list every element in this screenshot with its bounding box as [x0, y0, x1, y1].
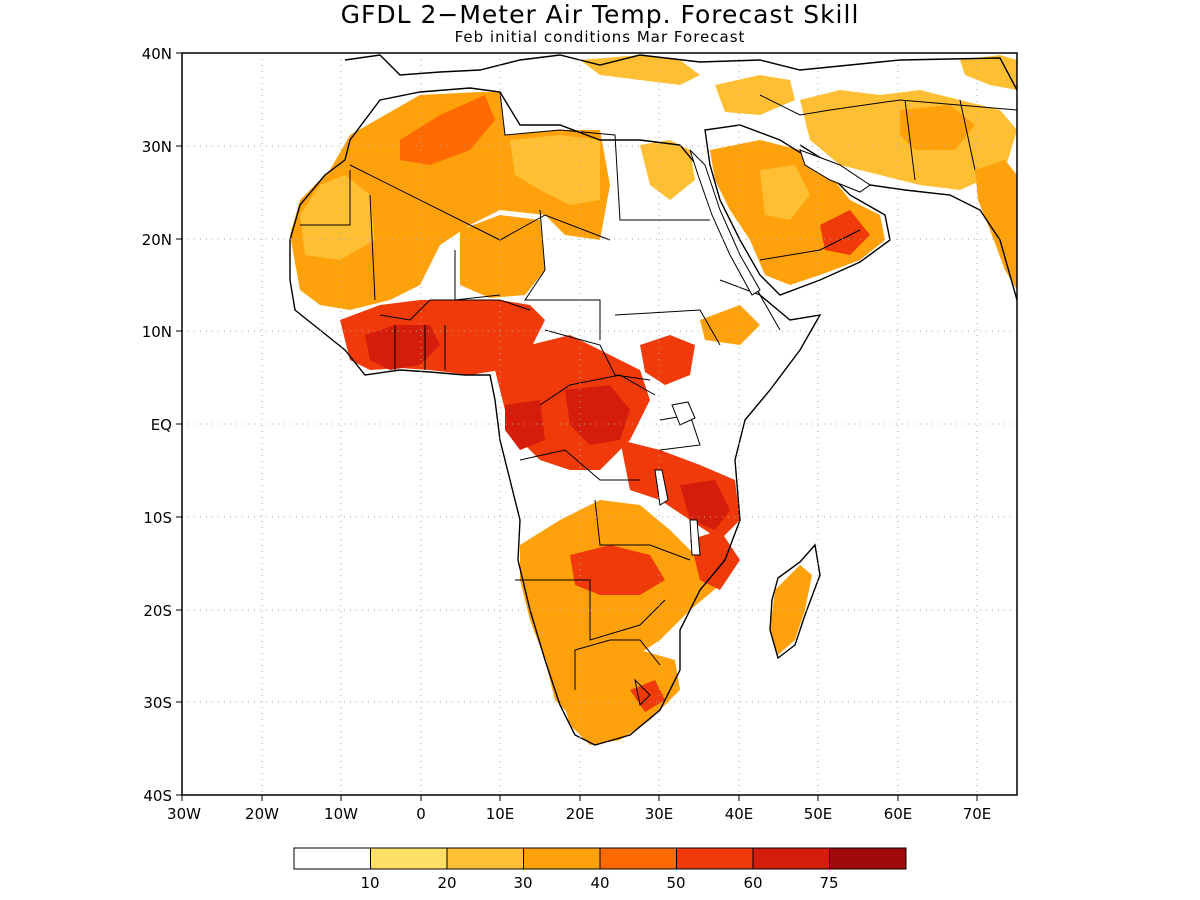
lat-tick-label: 30S	[143, 694, 172, 712]
legend-label: 20	[437, 874, 456, 892]
skill-region-iran-core	[900, 105, 975, 150]
lat-tick-label: 30N	[142, 138, 172, 156]
coastlines	[289, 54, 1017, 746]
skill-region-sudan	[640, 335, 695, 385]
lat-tick-label: 10N	[142, 323, 172, 341]
skill-region-egypt	[640, 140, 695, 200]
lon-tick-label: 30E	[645, 805, 674, 823]
skill-region-congo	[505, 400, 545, 450]
lat-tick-label: 20N	[142, 231, 172, 249]
lon-tick-label: 40E	[725, 805, 754, 823]
skill-region-arabia-core	[760, 165, 810, 220]
lon-tick-label: 0	[416, 805, 426, 823]
lon-tick-label: 30W	[167, 805, 201, 823]
country-borders	[300, 91, 1017, 707]
legend-swatch	[446, 847, 524, 870]
arabia-coastline	[704, 124, 891, 296]
legend-swatch	[370, 847, 448, 870]
persian-gulf	[799, 149, 871, 193]
skill-region-chad	[460, 215, 545, 298]
lat-tick-label: 40N	[142, 45, 172, 63]
legend-swatch	[829, 847, 907, 870]
skill-region-sahara-core	[400, 95, 495, 165]
red-sea	[689, 149, 761, 296]
africa-coastline	[289, 87, 822, 746]
legend-swatch	[752, 847, 830, 870]
skill-region-zambia	[570, 545, 665, 595]
skill-region-ethiopia-north	[700, 305, 760, 345]
skill-shading	[290, 55, 1017, 745]
map-title: GFDL 2−Meter Air Temp. Forecast Skill	[340, 0, 860, 29]
lat-tick-label: EQ	[151, 416, 172, 434]
skill-region-drc	[565, 385, 630, 445]
lake-malawi	[689, 519, 701, 556]
map-subtitle: Feb initial conditions Mar Forecast	[454, 28, 746, 46]
skill-region-lesotho	[630, 680, 665, 712]
lon-tick-label: 70E	[963, 805, 992, 823]
skill-region-guinea-coast	[365, 325, 440, 370]
legend-swatch	[293, 847, 371, 870]
lon-tick-label: 20E	[566, 805, 595, 823]
lon-tick-label: 10E	[486, 805, 515, 823]
skill-region-india	[975, 160, 1017, 290]
lat-tick-label: 40S	[143, 787, 172, 805]
skill-region-south-africa	[560, 650, 680, 745]
legend-label: 30	[513, 874, 532, 892]
legend-label: 60	[743, 874, 762, 892]
legend-swatch	[599, 847, 677, 870]
lon-tick-label: 50E	[804, 805, 833, 823]
legend-label: 40	[590, 874, 609, 892]
lat-tick-label: 20S	[143, 602, 172, 620]
legend-swatch	[523, 847, 601, 870]
lon-axis: 30W 20W 10W 0 10E 20E 30E 40E 50E 60E 70…	[167, 795, 991, 823]
europe-coastline	[344, 54, 1017, 91]
legend-label: 10	[360, 874, 379, 892]
madagascar-coastline	[769, 543, 821, 660]
color-legend: 10 20 30 40 50 60 75	[293, 847, 907, 892]
skill-region-mozambique	[690, 530, 740, 590]
lon-tick-label: 10W	[324, 805, 358, 823]
map-grid	[182, 53, 1017, 795]
lake-victoria	[671, 401, 696, 426]
legend-swatch	[676, 847, 754, 870]
lon-tick-label: 20W	[245, 805, 279, 823]
skill-region-turkey	[715, 75, 795, 115]
legend-label: 50	[666, 874, 685, 892]
lake-tanganyika	[654, 469, 669, 506]
lat-tick-label: 10S	[143, 509, 172, 527]
lat-axis: 40N 30N 20N 10N EQ 10S 20S 30S 40S	[142, 45, 182, 805]
inland-water	[654, 149, 871, 556]
lon-tick-label: 60E	[884, 805, 913, 823]
skill-region-madagascar	[770, 565, 812, 655]
legend-label: 75	[819, 874, 838, 892]
skill-region-libya	[510, 135, 600, 205]
